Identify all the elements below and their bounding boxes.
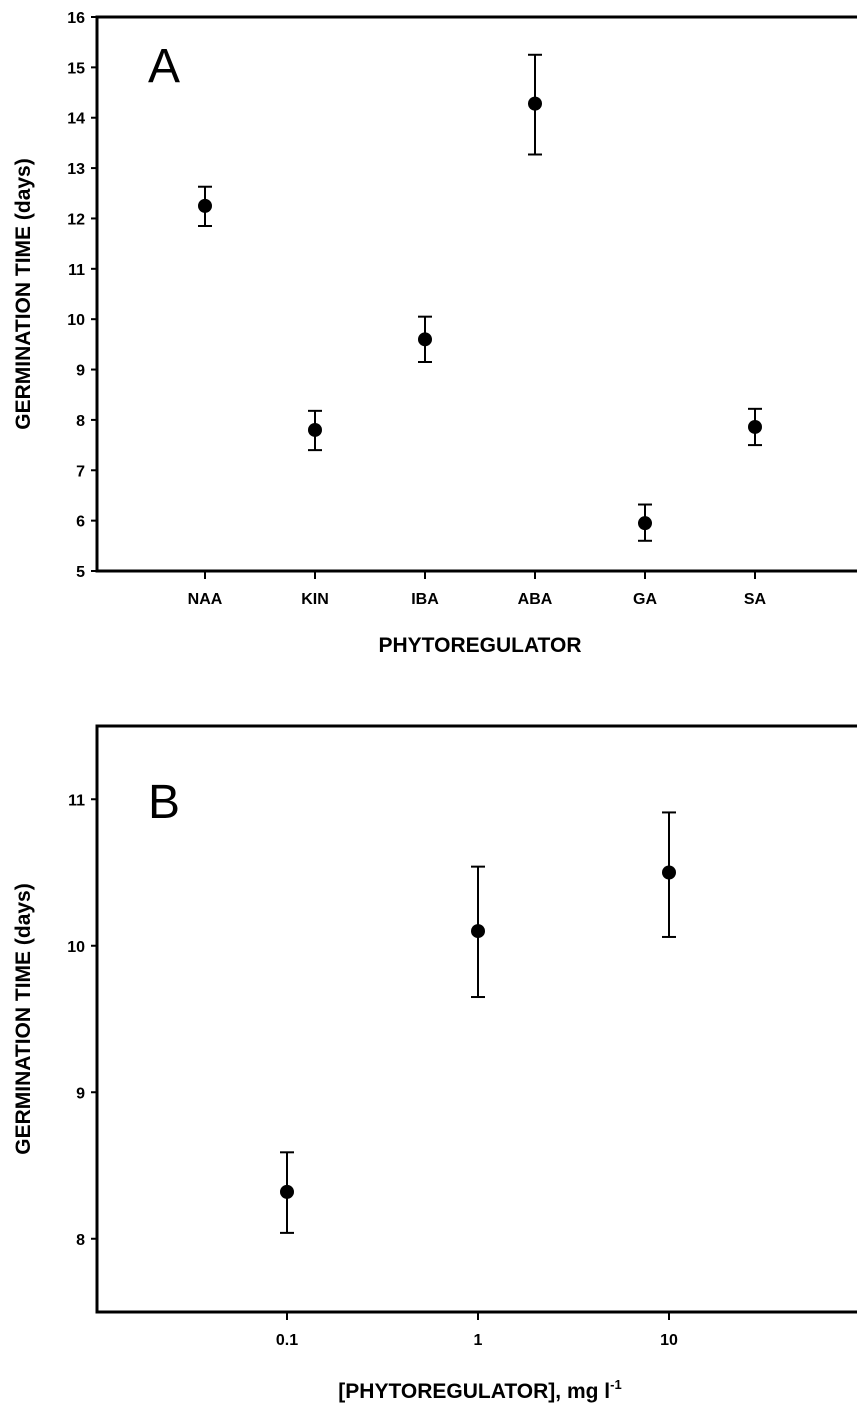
panel-label: A: [148, 40, 180, 93]
y-tick-label: 8: [76, 1232, 85, 1249]
y-tick-label: 9: [76, 1085, 85, 1102]
data-point: [662, 865, 676, 880]
panel-a: 5 6 7 8 9 10 11 12 13 14 15 16 NAA KIN IBA ABA GA SA A GERM…: [12, 10, 857, 657]
data-point: [198, 198, 212, 213]
plot-frame: [95, 15, 857, 573]
y-tick-label: 8: [76, 413, 85, 430]
y-tick-label: 14: [67, 111, 85, 128]
panel-b: 8 9 10 11 0.1 1 10 B GERMINATION TIME (days) [PHY…: [12, 724, 857, 1403]
plot-frame: [95, 724, 857, 1314]
x-tick-label: 10: [660, 1332, 678, 1349]
y-tick-label: 11: [68, 262, 85, 279]
x-axis-title-text: [PHYTOREGULATOR], mg l: [338, 1380, 610, 1403]
y-tick-label: 7: [76, 463, 85, 480]
x-tick-label: ABA: [518, 591, 553, 608]
y-axis-title: GERMINATION TIME (days): [12, 158, 35, 429]
y-tick-label: 15: [67, 60, 85, 77]
x-axis-title-superscript: -1: [610, 1377, 622, 1392]
y-tick-label: 5: [76, 564, 85, 581]
y-tick-label: 10: [67, 312, 85, 329]
x-axis-title: PHYTOREGULATOR: [378, 634, 581, 657]
panel-label: B: [148, 776, 180, 829]
y-tick-label: 10: [67, 939, 85, 956]
y-tick-label: 16: [67, 10, 85, 27]
x-tick-label: SA: [744, 591, 767, 608]
data-point: [471, 924, 485, 939]
x-tick-label: KIN: [301, 591, 329, 608]
y-tick-label: 9: [76, 363, 85, 380]
y-axis-title: GERMINATION TIME (days): [12, 883, 35, 1154]
y-tick-label: 12: [67, 211, 85, 228]
x-tick-label: 1: [474, 1332, 483, 1349]
x-axis-title: [PHYTOREGULATOR], mg l-1: [338, 1377, 621, 1403]
data-point: [418, 332, 432, 347]
y-tick-label: 11: [68, 792, 85, 809]
x-tick-label: NAA: [188, 591, 223, 608]
x-axis-title-text: PHYTOREGULATOR: [378, 634, 581, 657]
y-tick-label: 6: [76, 514, 85, 531]
data-point: [638, 516, 652, 531]
y-tick-label: 13: [67, 161, 85, 178]
data-point: [280, 1184, 294, 1199]
x-tick-label: GA: [633, 591, 657, 608]
data-point: [748, 419, 762, 434]
data-point: [528, 96, 542, 111]
x-tick-label: IBA: [411, 591, 439, 608]
data-point: [308, 422, 322, 437]
x-tick-label: 0.1: [276, 1332, 298, 1349]
